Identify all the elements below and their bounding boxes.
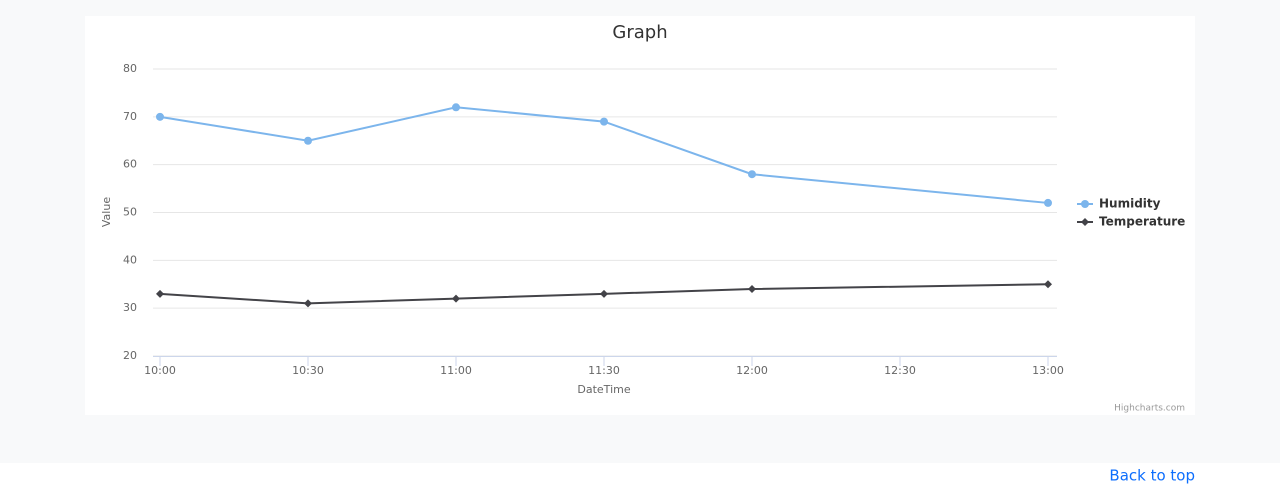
x-tick-label: 12:30 — [884, 364, 916, 377]
legend-label: Humidity — [1099, 197, 1161, 211]
x-tick-label: 11:30 — [588, 364, 620, 377]
y-tick-label: 30 — [123, 301, 137, 314]
legend-label: Temperature — [1099, 215, 1185, 229]
data-point — [304, 299, 312, 308]
series-line — [159, 106, 1049, 204]
data-point — [1044, 280, 1052, 289]
y-tick-label: 60 — [123, 158, 137, 171]
data-point — [304, 136, 312, 145]
x-tick-label: 13:00 — [1032, 364, 1064, 377]
data-point — [1044, 198, 1052, 207]
data-point — [156, 289, 164, 298]
y-tick-label: 50 — [123, 206, 137, 219]
data-point — [600, 289, 608, 298]
x-axis-label: DateTime — [577, 383, 630, 396]
legend-symbol — [1081, 218, 1089, 226]
series-line — [159, 283, 1049, 305]
legend-symbol — [1081, 200, 1089, 208]
y-tick-label: 80 — [123, 62, 137, 75]
y-tick-label: 40 — [123, 253, 137, 266]
data-point — [600, 117, 608, 126]
data-point — [452, 103, 460, 112]
x-tick-label: 11:00 — [440, 364, 472, 377]
x-tick-label: 10:30 — [292, 364, 324, 377]
data-point — [748, 285, 756, 294]
chart-container — [85, 16, 1195, 415]
x-tick-label: 12:00 — [736, 364, 768, 377]
y-tick-label: 20 — [123, 349, 137, 362]
data-point — [452, 294, 460, 303]
back-to-top-link[interactable]: Back to top — [1109, 467, 1195, 485]
chart-title: Graph — [612, 22, 667, 43]
y-axis-label: Value — [100, 197, 113, 227]
x-tick-label: 10:00 — [144, 364, 176, 377]
data-point — [156, 112, 164, 121]
data-point — [748, 170, 756, 179]
credits: Highcharts.com — [1114, 404, 1185, 414]
y-tick-label: 70 — [123, 110, 137, 123]
